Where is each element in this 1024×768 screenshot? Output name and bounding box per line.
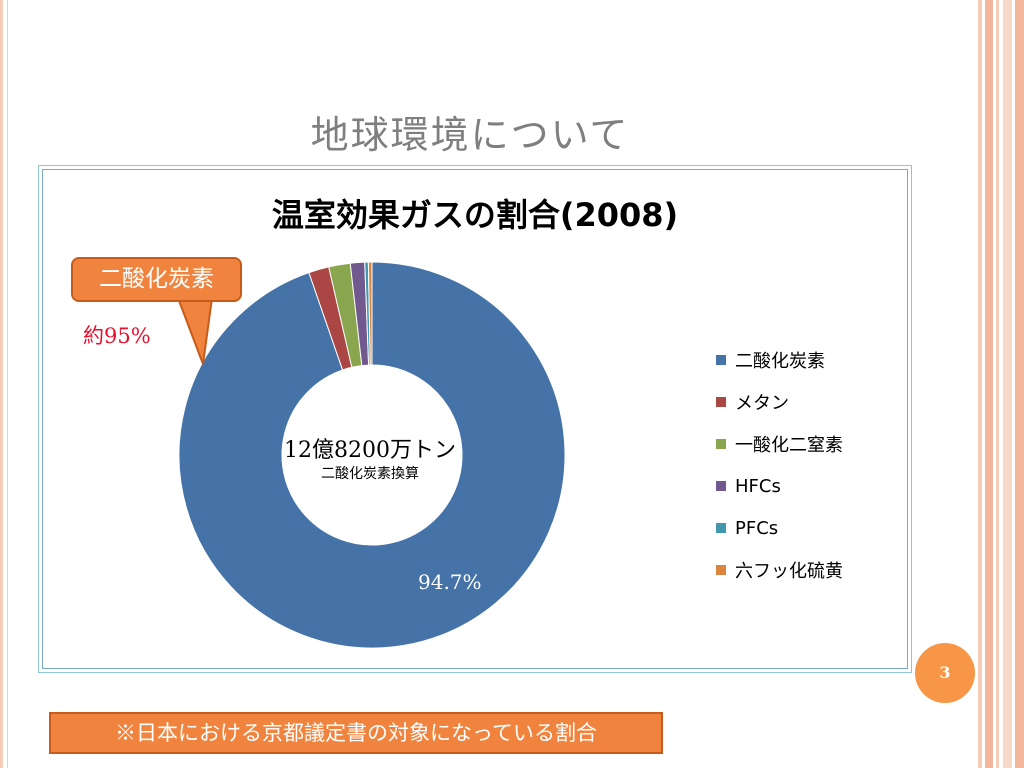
left-decoration [0,0,3,768]
legend-item: HFCs [716,465,843,507]
legend-item: 六フッ化硫黄 [716,549,843,591]
right-stripe [978,0,982,768]
legend-item: メタン [716,381,843,423]
legend-label: PFCs [735,517,779,539]
legend-item: PFCs [716,507,843,549]
left-decoration-thin [7,0,8,768]
legend-swatch [716,481,726,491]
slice-sf6 [367,261,373,366]
right-stripe [1003,0,1012,768]
legend-item: 一酸化二窒素 [716,423,843,465]
chart-inner-border [42,169,908,669]
legend-label: メタン [735,393,789,414]
legend-item: 二酸化炭素 [716,339,843,381]
legend-swatch [716,397,726,407]
donut-center-total: 12億8200万トン [284,438,456,463]
callout-co2: 二酸化炭素 [71,257,242,302]
slide-title: 地球環境について [310,113,630,157]
right-stripe [1015,0,1024,768]
legend-label: 六フッ化硫黄 [735,561,843,582]
callout-approx-percent: 約95% [83,324,151,348]
legend-swatch [716,439,726,449]
right-stripe [996,0,999,768]
footnote-banner: ※日本における京都議定書の対象になっている割合 [49,712,663,754]
legend-swatch [716,523,726,533]
legend-label: HFCs [735,475,781,497]
legend-swatch [716,355,726,365]
legend-swatch [716,565,726,575]
donut-center-note: 二酸化炭素換算 [321,466,419,482]
data-label-co2: 94.7% [418,570,482,594]
chart-legend: 二酸化炭素メタン一酸化二窒素 HFCs PFCs 六フッ化硫黄 [716,339,843,591]
page-number-badge: 3 [915,643,975,703]
chart-title: 温室効果ガスの割合(2008) [271,196,679,234]
slice-co2 [178,261,566,649]
legend-label: 二酸化炭素 [735,351,825,372]
legend-label: 一酸化二窒素 [735,435,843,456]
right-stripe [985,0,993,768]
